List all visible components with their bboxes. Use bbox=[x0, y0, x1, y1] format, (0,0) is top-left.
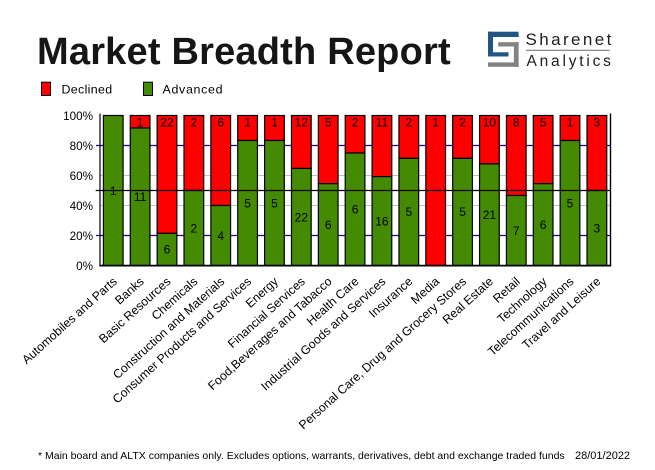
svg-text:2: 2 bbox=[191, 116, 198, 130]
svg-text:0%: 0% bbox=[76, 260, 93, 273]
svg-text:5: 5 bbox=[540, 116, 547, 130]
svg-text:3: 3 bbox=[594, 221, 601, 235]
svg-text:Sharenet: Sharenet bbox=[526, 30, 614, 49]
svg-text:Analytics: Analytics bbox=[527, 53, 614, 70]
svg-text:5: 5 bbox=[244, 196, 251, 210]
svg-text:1: 1 bbox=[137, 116, 144, 130]
svg-text:1: 1 bbox=[567, 116, 574, 130]
svg-text:2: 2 bbox=[191, 221, 198, 235]
svg-text:21: 21 bbox=[483, 208, 497, 222]
svg-text:6: 6 bbox=[164, 243, 171, 257]
svg-text:Market Breadth Report: Market Breadth Report bbox=[37, 31, 451, 73]
svg-text:6: 6 bbox=[217, 116, 224, 130]
svg-text:6: 6 bbox=[352, 203, 359, 217]
svg-text:22: 22 bbox=[295, 210, 309, 224]
svg-text:16: 16 bbox=[375, 214, 389, 228]
svg-text:100%: 100% bbox=[63, 110, 93, 123]
svg-text:* Main board and ALTX companie: * Main board and ALTX companies only. Ex… bbox=[38, 450, 565, 462]
svg-text:8: 8 bbox=[513, 116, 520, 130]
svg-text:2: 2 bbox=[405, 116, 412, 130]
svg-text:1: 1 bbox=[271, 116, 278, 130]
svg-text:Advanced: Advanced bbox=[163, 82, 224, 96]
svg-text:5: 5 bbox=[271, 196, 278, 210]
svg-text:1: 1 bbox=[110, 184, 117, 198]
svg-text:22: 22 bbox=[160, 116, 174, 130]
svg-text:12: 12 bbox=[295, 116, 309, 130]
svg-text:3: 3 bbox=[594, 116, 601, 130]
svg-text:2: 2 bbox=[352, 116, 359, 130]
svg-text:2: 2 bbox=[459, 116, 466, 130]
svg-text:Declined: Declined bbox=[62, 82, 113, 96]
svg-text:80%: 80% bbox=[70, 140, 93, 153]
svg-text:11: 11 bbox=[134, 190, 147, 204]
svg-text:10: 10 bbox=[483, 116, 497, 130]
svg-text:5: 5 bbox=[567, 196, 574, 210]
svg-text:5: 5 bbox=[405, 205, 412, 219]
svg-text:6: 6 bbox=[540, 218, 547, 232]
svg-text:40%: 40% bbox=[70, 200, 93, 213]
svg-text:5: 5 bbox=[459, 205, 466, 219]
svg-text:7: 7 bbox=[513, 224, 520, 238]
svg-text:1: 1 bbox=[244, 116, 251, 130]
svg-text:5: 5 bbox=[325, 116, 332, 130]
svg-text:28/01/2022: 28/01/2022 bbox=[575, 450, 630, 462]
svg-text:20%: 20% bbox=[70, 230, 93, 243]
svg-text:6: 6 bbox=[325, 218, 332, 232]
svg-text:60%: 60% bbox=[70, 170, 93, 183]
svg-text:4: 4 bbox=[217, 229, 224, 243]
svg-text:11: 11 bbox=[376, 116, 389, 130]
svg-text:1: 1 bbox=[432, 116, 439, 130]
